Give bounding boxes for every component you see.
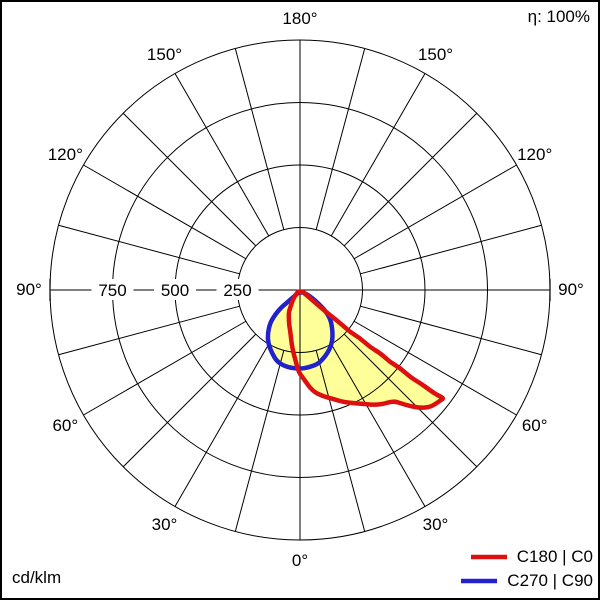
- grid-spoke: [174, 343, 270, 507]
- c270-c90-curve: [265, 290, 335, 371]
- grid-spoke: [58, 305, 240, 356]
- angle-label-150deg-left: 150°: [146, 45, 183, 65]
- angle-label-30deg-left: 30°: [151, 514, 178, 534]
- angle-label-180deg: 180°: [282, 9, 318, 28]
- angle-label-60deg: 60°: [521, 415, 548, 435]
- legend-row-c180-c0: C180 | C0: [470, 545, 593, 568]
- legend-label-c270-c90: C270 | C90: [507, 570, 593, 590]
- angle-label-150deg: 150°: [417, 45, 454, 65]
- grid-spoke: [353, 320, 517, 416]
- grid-spoke: [353, 164, 517, 260]
- legend: C180 | C0 C270 | C90: [460, 545, 593, 592]
- legend-swatch-c270-c90: [461, 578, 498, 583]
- radial-tick-mask: [216, 279, 259, 300]
- grid-spoke: [83, 320, 247, 416]
- legend-label-c180-c0: C180 | C0: [516, 546, 593, 566]
- grid-spoke: [360, 224, 542, 275]
- grid-spoke: [234, 350, 285, 532]
- angle-label-120deg-left: 120°: [47, 144, 83, 164]
- angle-label-90deg-left: 90°: [16, 280, 42, 299]
- legend-row-c270-c90: C270 | C90: [460, 569, 593, 592]
- grid-spoke: [343, 333, 478, 468]
- grid-spoke: [360, 305, 542, 356]
- grid-spoke: [315, 350, 366, 532]
- radial-tick-label: 500: [161, 281, 189, 300]
- angle-label-0deg: 0°: [291, 551, 309, 570]
- angle-label-60deg-left: 60°: [52, 415, 79, 435]
- grid-spoke: [174, 73, 270, 237]
- legend-swatch-c180-c0: [470, 554, 507, 559]
- grid-spoke: [234, 48, 285, 230]
- angle-label-90deg: 90°: [558, 280, 584, 299]
- angle-label-30deg: 30°: [422, 514, 449, 534]
- grid-spoke: [122, 333, 257, 468]
- efficiency-label: η: 100%: [527, 7, 590, 26]
- grid-spoke: [83, 164, 247, 260]
- grid-spoke: [315, 48, 366, 230]
- radial-tick-mask: [91, 279, 134, 300]
- radial-tick-label: 750: [98, 281, 126, 300]
- grid-spoke: [330, 73, 426, 237]
- grid-spoke: [58, 224, 240, 275]
- radial-tick-mask: [154, 279, 196, 300]
- c180-c0-curve: [286, 289, 446, 410]
- grid-spoke: [330, 343, 426, 507]
- grid-spoke: [343, 112, 478, 247]
- grid-spoke: [122, 112, 257, 247]
- angle-label-120deg: 120°: [517, 144, 553, 164]
- unit-label: cd/klm: [12, 568, 62, 587]
- radial-tick-label: 250: [223, 281, 251, 300]
